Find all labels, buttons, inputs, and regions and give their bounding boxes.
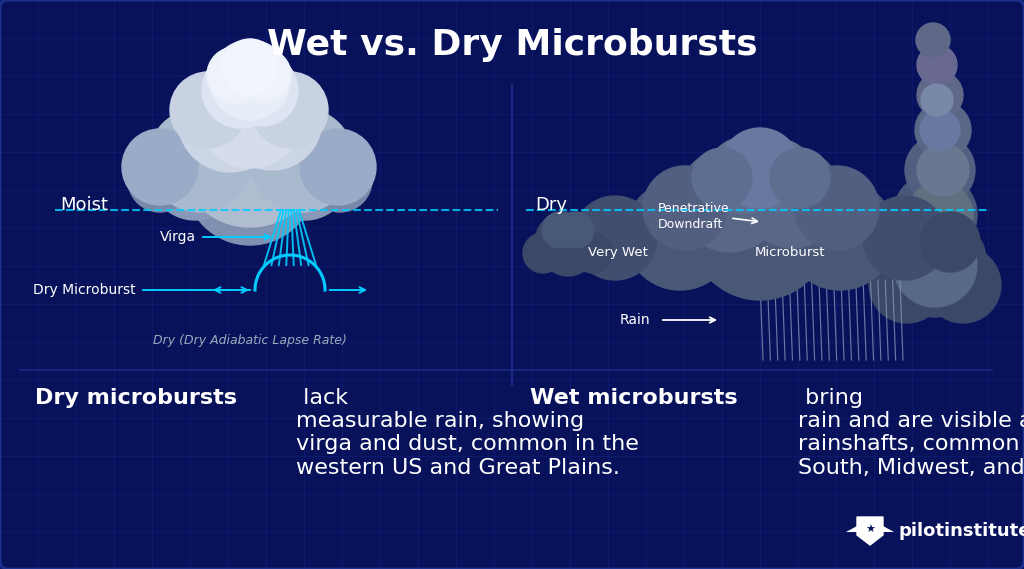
Circle shape [920,212,980,272]
Text: Wet vs. Dry Microbursts: Wet vs. Dry Microbursts [266,28,758,62]
Circle shape [918,45,957,85]
Circle shape [542,212,578,248]
Text: Very Wet: Very Wet [588,245,648,258]
Circle shape [148,108,252,212]
Text: Dry Microburst: Dry Microburst [34,283,136,297]
Circle shape [707,137,783,213]
Circle shape [195,58,305,168]
Circle shape [643,166,727,250]
Circle shape [250,108,354,212]
Circle shape [785,180,895,290]
Circle shape [893,173,977,257]
Circle shape [720,128,800,208]
Text: Penetrative
Downdraft: Penetrative Downdraft [658,202,730,231]
Text: Dry microbursts: Dry microbursts [35,388,237,408]
Circle shape [535,212,595,272]
Circle shape [678,148,782,252]
Text: ★: ★ [865,525,874,535]
Circle shape [540,220,596,276]
Circle shape [893,223,977,307]
Circle shape [690,160,830,300]
Circle shape [742,139,814,211]
Text: bring
rain and are visible as
rainshafts, common in the
South, Midwest, and East: bring rain and are visible as rainshafts… [798,388,1024,477]
Circle shape [625,180,735,290]
Circle shape [920,110,961,150]
Circle shape [863,196,947,280]
Circle shape [883,213,987,317]
Text: Rain: Rain [620,313,650,327]
Circle shape [239,49,291,101]
Circle shape [226,54,298,126]
Text: Moist: Moist [60,196,108,214]
Circle shape [128,148,193,212]
Circle shape [795,166,879,250]
Circle shape [178,83,322,227]
Text: lack
measurable rain, showing
virga and dust, common in the
western US and Great: lack measurable rain, showing virga and … [296,388,639,477]
Circle shape [260,130,350,220]
Circle shape [523,233,563,273]
Circle shape [122,129,198,205]
Circle shape [185,115,315,245]
Text: Dry (Dry Adiabatic Lapse Rate): Dry (Dry Adiabatic Lapse Rate) [153,333,347,347]
Circle shape [558,212,594,248]
Polygon shape [883,526,894,532]
Circle shape [918,144,969,196]
Circle shape [222,39,278,95]
Circle shape [178,68,282,172]
Circle shape [207,47,263,103]
Text: Dry: Dry [535,196,567,214]
Circle shape [170,72,246,148]
Circle shape [905,135,975,205]
Circle shape [308,148,372,212]
Circle shape [770,148,830,208]
Polygon shape [846,526,857,532]
Circle shape [918,72,963,118]
Circle shape [916,23,950,57]
Polygon shape [857,517,883,545]
Circle shape [210,40,290,120]
Text: Microburst: Microburst [755,245,825,258]
Text: Wet microbursts: Wet microbursts [530,388,737,408]
Circle shape [150,130,240,220]
Circle shape [573,196,657,280]
Text: Virga: Virga [160,230,196,244]
Text: pilotinstitute: pilotinstitute [898,522,1024,540]
Circle shape [907,182,973,248]
Circle shape [573,233,613,273]
Circle shape [222,70,322,170]
Circle shape [869,247,945,323]
Circle shape [692,148,752,208]
Circle shape [202,52,278,128]
Circle shape [300,129,376,205]
Circle shape [915,102,971,158]
Circle shape [925,247,1001,323]
Circle shape [252,72,328,148]
Circle shape [921,84,953,116]
Circle shape [742,148,842,248]
